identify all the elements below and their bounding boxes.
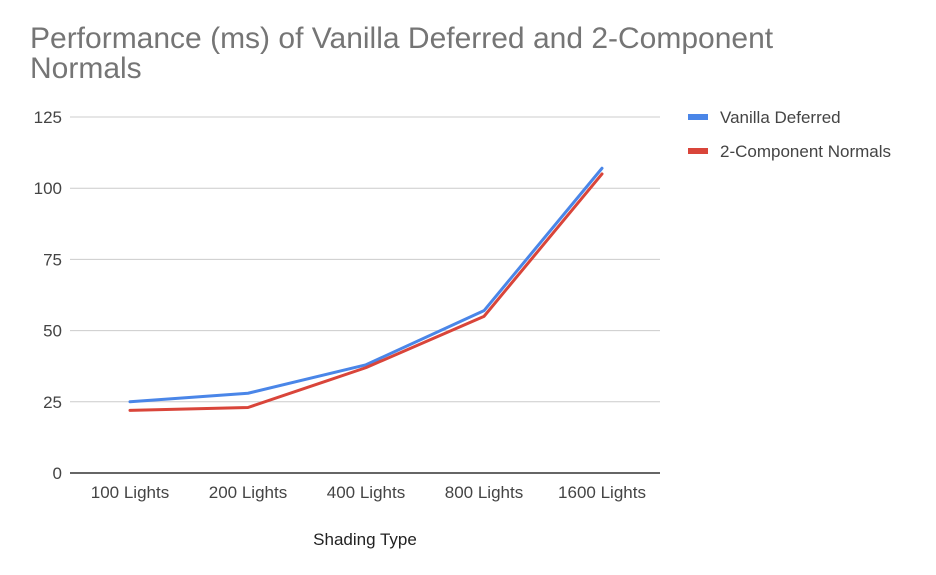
y-tick-label: 100 [34,179,62,198]
legend-swatch [688,148,708,154]
x-tick-label: 1600 Lights [558,483,646,502]
x-tick-label: 200 Lights [209,483,287,502]
series-line-2 [128,172,604,412]
legend: Vanilla Deferred 2-Component Normals [688,108,891,161]
y-tick-label: 75 [43,250,62,269]
gridlines [70,116,660,474]
chart-title: Performance (ms) of Vanilla Deferred and… [30,22,774,85]
legend-label: Vanilla Deferred [720,108,841,127]
y-tick-label: 0 [53,464,62,483]
y-axis-ticks: 0 25 50 75 100 125 [34,108,62,483]
y-tick-label: 50 [43,322,62,341]
y-tick-label: 125 [34,108,62,127]
x-tick-label: 800 Lights [445,483,523,502]
x-axis-title: Shading Type [313,530,417,549]
x-tick-label: 400 Lights [327,483,405,502]
series-line-1 [128,166,604,404]
x-tick-label: 100 Lights [91,483,169,502]
legend-swatch [688,114,708,120]
legend-label: 2-Component Normals [720,142,891,161]
series-lines [128,166,604,412]
x-axis-ticks: 100 Lights 200 Lights 400 Lights 800 Lights… [91,483,646,502]
y-tick-label: 25 [43,393,62,412]
